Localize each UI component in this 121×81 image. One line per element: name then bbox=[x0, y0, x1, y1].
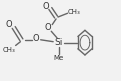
Text: O: O bbox=[33, 34, 39, 43]
Text: O: O bbox=[6, 20, 12, 29]
Text: CH₃: CH₃ bbox=[68, 9, 81, 15]
Text: CH₃: CH₃ bbox=[3, 47, 15, 53]
Text: Si: Si bbox=[55, 38, 63, 47]
Text: O: O bbox=[44, 23, 51, 32]
Text: Me: Me bbox=[54, 55, 64, 61]
Text: O: O bbox=[42, 2, 49, 11]
